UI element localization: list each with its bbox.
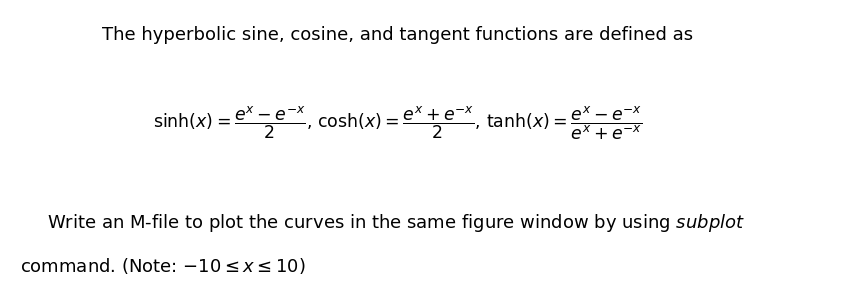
Text: $\mathrm{sinh}(x) = \dfrac{e^x - e^{-x}}{2}$$\mathrm{,}\ $$\mathrm{cosh}(x) = \d: $\mathrm{sinh}(x) = \dfrac{e^x - e^{-x}}… — [152, 105, 641, 142]
Text: Write an M-file to plot the curves in the same figure window by using $\it{subpl: Write an M-file to plot the curves in th… — [47, 212, 745, 234]
Text: command. (Note: $-10\leq x\leq10$): command. (Note: $-10\leq x\leq10$) — [20, 256, 306, 276]
Text: The hyperbolic sine, cosine, and tangent functions are defined as: The hyperbolic sine, cosine, and tangent… — [102, 25, 692, 44]
